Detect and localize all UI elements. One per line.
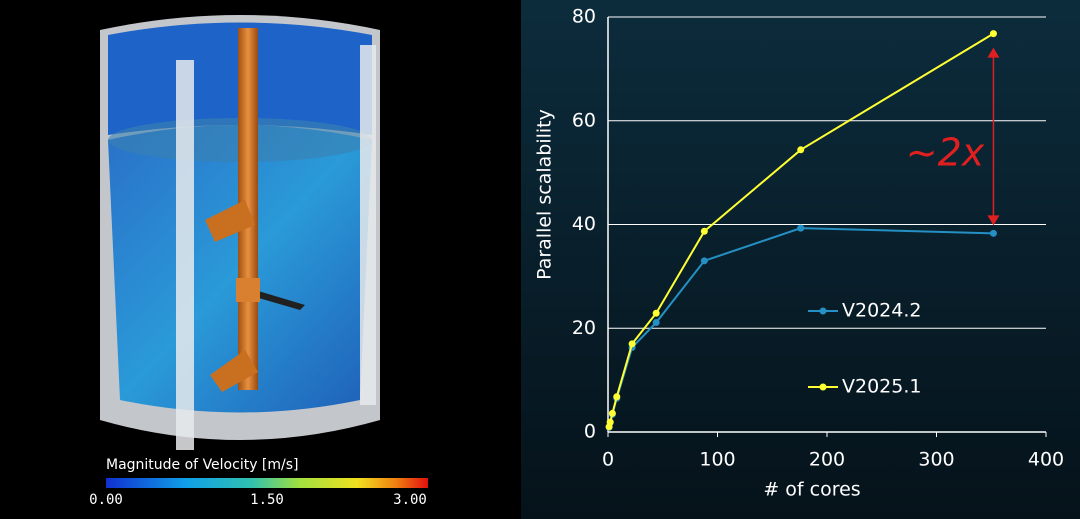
- data-point: [797, 146, 805, 154]
- data-point: [628, 340, 636, 348]
- arrow-head: [987, 215, 1000, 226]
- colorbar-title: Magnitude of Velocity [m/s]: [106, 457, 299, 473]
- legend-marker: [819, 383, 827, 391]
- y-tick-label: 0: [584, 421, 596, 443]
- hub: [236, 278, 260, 302]
- y-axis-label: Parallel scalability: [534, 109, 556, 280]
- x-tick-label: 200: [809, 449, 845, 471]
- chart: 0 20 40 60 80 0 100 200 300 400 # of cores Parallel…: [534, 6, 1065, 501]
- data-point: [989, 30, 997, 38]
- x-axis-label: # of cores: [763, 479, 860, 501]
- chart-background: [521, 0, 1080, 519]
- data-point: [652, 309, 660, 317]
- x-tick-label: 400: [1028, 449, 1064, 471]
- blade: [205, 200, 255, 242]
- x-tick-label: 100: [699, 449, 735, 471]
- annotation: ~2x: [906, 131, 985, 175]
- legend-marker: [819, 307, 827, 315]
- baffle: [176, 60, 194, 450]
- y-tick-label: 60: [572, 109, 596, 131]
- data-point: [797, 224, 805, 232]
- data-point: [613, 393, 621, 401]
- colorbar: [106, 478, 428, 488]
- y-tick-label: 40: [572, 213, 596, 235]
- blade: [210, 350, 258, 392]
- data-point: [608, 409, 616, 417]
- legend-label: V2025.1: [842, 376, 921, 398]
- x-tick-label: 300: [918, 449, 954, 471]
- legend-label: V2024.2: [842, 300, 921, 322]
- data-point: [652, 319, 660, 327]
- data-point: [700, 227, 708, 235]
- blade: [252, 290, 305, 310]
- y-tick-label: 80: [572, 6, 596, 28]
- data-point: [700, 257, 708, 265]
- data-point: [606, 418, 614, 426]
- data-point: [989, 229, 997, 237]
- arrow-head: [987, 47, 1000, 58]
- render-panel: Magnitude of Velocity [m/s] 0.00 1.50 3.…: [0, 0, 519, 519]
- colorbar-tick: 0.00: [89, 492, 123, 508]
- x-tick-label: 0: [602, 449, 614, 471]
- baffle: [360, 45, 376, 405]
- colorbar-tick: 1.50: [250, 492, 284, 508]
- colorbar-tick: 3.00: [393, 492, 427, 508]
- y-tick-label: 20: [572, 317, 596, 339]
